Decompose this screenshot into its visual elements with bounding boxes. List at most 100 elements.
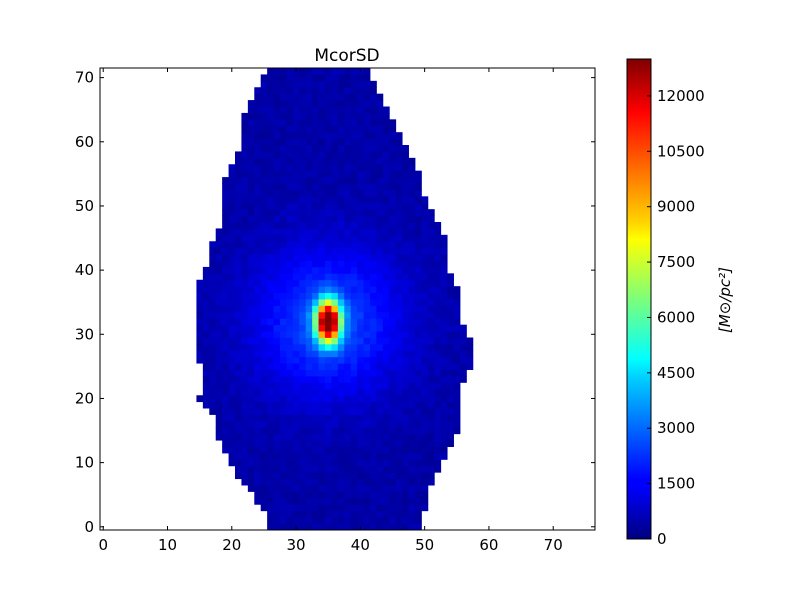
heatmap-cell: [408, 292, 416, 300]
heatmap-cell: [357, 87, 364, 95]
heatmap-cell: [408, 177, 416, 184]
heatmap-cell: [415, 382, 422, 390]
heatmap-cell: [299, 446, 307, 454]
heatmap-cell: [395, 189, 403, 197]
heatmap-cell: [376, 279, 384, 287]
heatmap-cell: [376, 254, 384, 261]
heatmap-cell: [415, 485, 422, 492]
heatmap-cell: [247, 331, 255, 338]
heatmap-cell: [331, 299, 339, 306]
heatmap-cell: [292, 74, 300, 82]
heatmap-cell: [292, 80, 300, 88]
heatmap-cell: [434, 369, 442, 377]
heatmap-cell: [408, 504, 416, 512]
heatmap-cell: [447, 408, 454, 415]
heatmap-cell: [280, 311, 287, 319]
heatmap-cell: [312, 331, 319, 338]
heatmap-cell: [260, 491, 268, 499]
heatmap-cell: [228, 164, 236, 172]
colorbar-tick-label: 4500: [657, 364, 695, 382]
heatmap-cell: [376, 376, 384, 383]
heatmap-cell: [267, 523, 274, 531]
heatmap-cell: [357, 414, 364, 422]
heatmap-cell: [299, 331, 307, 338]
heatmap-cell: [408, 446, 416, 454]
heatmap-cell: [292, 356, 300, 364]
heatmap-cell: [382, 459, 390, 467]
heatmap-cell: [280, 260, 287, 268]
heatmap-cell: [254, 273, 262, 281]
heatmap-cell: [222, 189, 229, 197]
heatmap-cell: [299, 369, 307, 377]
heatmap-cell: [286, 523, 294, 531]
heatmap-cell: [254, 138, 262, 146]
heatmap-cell: [363, 440, 371, 447]
heatmap-cell: [331, 517, 339, 524]
heatmap-cell: [273, 80, 281, 88]
heatmap-cell: [209, 279, 217, 287]
heatmap-cell: [466, 356, 474, 364]
heatmap-cell: [318, 299, 326, 306]
heatmap-cell: [331, 209, 339, 216]
heatmap-cell: [286, 234, 294, 242]
heatmap-cell: [292, 183, 300, 191]
heatmap-cell: [434, 305, 442, 313]
heatmap-cell: [299, 414, 307, 422]
heatmap-cell: [254, 491, 262, 499]
heatmap-cell: [228, 324, 236, 332]
heatmap-cell: [370, 196, 377, 204]
heatmap-cell: [235, 427, 242, 435]
heatmap-cell: [273, 209, 281, 216]
heatmap-cell: [267, 337, 274, 345]
heatmap-cell: [267, 164, 274, 172]
heatmap-cell: [292, 157, 300, 165]
heatmap-cell: [267, 183, 274, 191]
heatmap-cell: [350, 222, 358, 229]
heatmap-cell: [241, 472, 249, 480]
heatmap-cell: [280, 196, 287, 204]
heatmap-cell: [228, 433, 236, 441]
heatmap-cell: [286, 324, 294, 332]
heatmap-cell: [337, 331, 345, 338]
heatmap-cell: [350, 395, 358, 403]
heatmap-cell: [453, 331, 461, 338]
heatmap-cell: [235, 215, 242, 223]
heatmap-cell: [273, 151, 281, 159]
heatmap-cell: [421, 343, 429, 351]
heatmap-cell: [312, 273, 319, 281]
heatmap-cell: [209, 247, 217, 255]
heatmap-cell: [363, 106, 371, 114]
heatmap-cell: [312, 376, 319, 383]
heatmap-cell: [209, 382, 217, 390]
heatmap-cell: [402, 273, 409, 281]
heatmap-cell: [337, 420, 345, 428]
heatmap-cell: [370, 112, 377, 120]
heatmap-cell: [235, 202, 242, 210]
heatmap-cell: [344, 68, 352, 75]
heatmap-cell: [434, 299, 442, 306]
heatmap-cell: [260, 112, 268, 120]
heatmap-cell: [241, 189, 249, 197]
heatmap-cell: [421, 465, 429, 473]
heatmap-cell: [292, 106, 300, 114]
heatmap-cell: [247, 395, 255, 403]
colorbar-label: [M⊙/pc²]: [716, 267, 734, 333]
heatmap-cell: [228, 414, 236, 422]
heatmap-cell: [305, 453, 313, 460]
heatmap-cell: [350, 273, 358, 281]
heatmap-cell: [247, 311, 255, 319]
heatmap-cell: [376, 234, 384, 242]
heatmap-cell: [292, 170, 300, 178]
heatmap-cell: [357, 318, 364, 326]
heatmap-cell: [222, 234, 229, 242]
heatmap-cell: [389, 453, 397, 460]
heatmap-cell: [389, 472, 397, 480]
heatmap-cell: [247, 363, 255, 370]
heatmap-cell: [202, 331, 210, 338]
heatmap-cell: [415, 222, 422, 229]
heatmap-cell: [273, 189, 281, 197]
heatmap-cell: [254, 100, 262, 107]
heatmap-cell: [241, 395, 249, 403]
heatmap-cell: [325, 80, 332, 88]
heatmap-cell: [235, 247, 242, 255]
